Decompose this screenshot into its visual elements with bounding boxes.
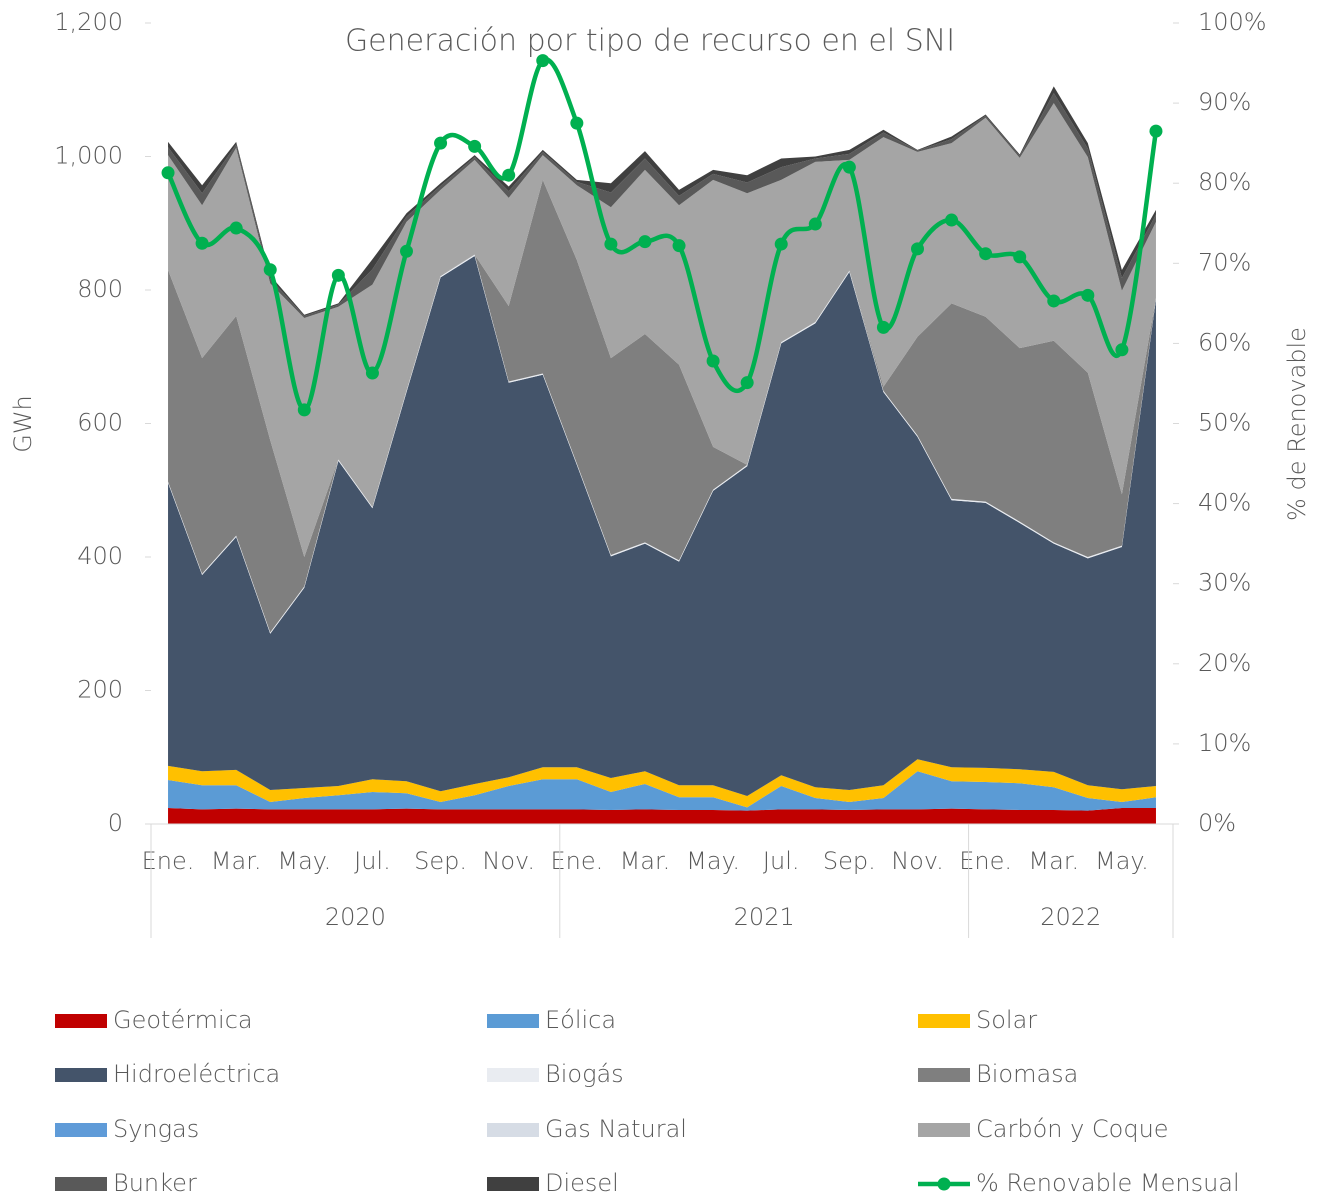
point bbox=[1081, 288, 1095, 302]
point bbox=[1013, 250, 1027, 264]
point bbox=[672, 239, 686, 253]
legend-swatch bbox=[487, 1177, 539, 1191]
y2-tick-label: 50% bbox=[1198, 409, 1251, 437]
legend-label: Biogás bbox=[545, 1060, 624, 1088]
y2-tick-label: 20% bbox=[1198, 649, 1251, 677]
y2-axis-label: % de Renovable bbox=[1283, 327, 1311, 521]
legend-label: Geotérmica bbox=[113, 1006, 253, 1034]
legend-label: Syngas bbox=[113, 1115, 199, 1143]
legend-swatch bbox=[487, 1123, 539, 1137]
area bbox=[168, 179, 1156, 633]
legend-label: Diesel bbox=[545, 1169, 619, 1197]
legend-label: Solar bbox=[976, 1006, 1037, 1034]
y-axis-label: GWh bbox=[9, 395, 37, 453]
point bbox=[979, 247, 993, 261]
x-tick-label: Sep. bbox=[823, 847, 876, 875]
point bbox=[161, 166, 175, 180]
point bbox=[808, 217, 822, 231]
x-tick-label: Mar. bbox=[620, 847, 671, 875]
y2-tick-label: 60% bbox=[1198, 328, 1251, 356]
x-group-label: 2022 bbox=[1040, 903, 1101, 931]
y2-tick-label: 10% bbox=[1198, 729, 1251, 757]
x-group-label: 2021 bbox=[734, 903, 795, 931]
legend-swatch bbox=[918, 1068, 970, 1082]
point bbox=[1149, 124, 1163, 138]
legend-label: Hidroeléctrica bbox=[113, 1060, 280, 1088]
point bbox=[1047, 294, 1061, 308]
x-tick-label: Nov. bbox=[891, 847, 944, 875]
legend-swatch bbox=[487, 1068, 539, 1082]
legend-swatch bbox=[918, 1123, 970, 1137]
legend-label: Bunker bbox=[113, 1169, 197, 1197]
y2-tick-label: 90% bbox=[1198, 88, 1251, 116]
legend-marker bbox=[937, 1177, 951, 1191]
y-tick-label: 0 bbox=[108, 809, 123, 837]
point bbox=[570, 116, 584, 130]
point bbox=[502, 168, 516, 182]
point bbox=[536, 54, 550, 68]
point bbox=[945, 213, 959, 227]
legend-swatch bbox=[918, 1014, 970, 1028]
y-tick-label: 600 bbox=[77, 409, 123, 437]
point bbox=[911, 242, 924, 256]
y2-tick-label: 30% bbox=[1198, 569, 1251, 597]
x-tick-label: Jul. bbox=[763, 847, 800, 875]
point bbox=[842, 160, 856, 174]
legend-swatch bbox=[55, 1014, 107, 1028]
point bbox=[229, 221, 243, 235]
x-tick-label: Mar. bbox=[211, 847, 262, 875]
legend-swatch bbox=[55, 1123, 107, 1137]
y2-tick-label: 80% bbox=[1198, 168, 1251, 196]
x-tick-label: Jul. bbox=[354, 847, 391, 875]
point bbox=[740, 376, 754, 390]
legend-swatch bbox=[487, 1014, 539, 1028]
legend-label: Eólica bbox=[545, 1006, 616, 1034]
legend-label: % Renovable Mensual bbox=[976, 1169, 1240, 1197]
point bbox=[400, 244, 413, 258]
x-tick-label: May. bbox=[1095, 847, 1149, 875]
y-tick-label: 400 bbox=[77, 542, 123, 570]
point bbox=[263, 263, 277, 277]
y2-tick-label: 100% bbox=[1198, 8, 1267, 36]
legend-label: Biomasa bbox=[976, 1060, 1078, 1088]
x-tick-label: Ene. bbox=[142, 847, 195, 875]
y-tick-label: 1,200 bbox=[54, 8, 123, 36]
point bbox=[638, 235, 652, 249]
point bbox=[1115, 343, 1129, 357]
y2-tick-label: 0% bbox=[1198, 809, 1236, 837]
y-tick-label: 800 bbox=[77, 275, 123, 303]
x-tick-label: May. bbox=[686, 847, 740, 875]
y2-tick-label: 70% bbox=[1198, 248, 1251, 276]
y2-tick-label: 40% bbox=[1198, 489, 1251, 517]
x-tick-label: Mar. bbox=[1028, 847, 1079, 875]
x-tick-label: Sep. bbox=[414, 847, 467, 875]
legend-label: Carbón y Coque bbox=[976, 1115, 1169, 1143]
y-tick-label: 1,000 bbox=[54, 142, 123, 170]
chart-title: Generación por tipo de recurso en el SNI bbox=[345, 24, 955, 59]
legend-swatch bbox=[55, 1068, 107, 1082]
point bbox=[297, 403, 311, 417]
area bbox=[168, 807, 1156, 824]
point bbox=[774, 237, 788, 251]
point bbox=[876, 320, 890, 334]
point bbox=[604, 237, 618, 251]
point bbox=[365, 366, 379, 380]
area bbox=[168, 759, 1156, 808]
point bbox=[434, 136, 448, 150]
area bbox=[168, 771, 1156, 811]
point bbox=[195, 236, 209, 250]
area bbox=[168, 255, 1156, 796]
legend-label: Gas Natural bbox=[545, 1115, 687, 1143]
x-tick-label: Ene. bbox=[959, 847, 1012, 875]
y-tick-label: 200 bbox=[77, 676, 123, 704]
point bbox=[468, 139, 482, 153]
x-tick-label: May. bbox=[277, 847, 331, 875]
point bbox=[706, 354, 720, 368]
legend-swatch bbox=[55, 1177, 107, 1191]
x-tick-label: Ene. bbox=[550, 847, 603, 875]
x-group-label: 2020 bbox=[325, 903, 386, 931]
point bbox=[331, 268, 345, 282]
x-tick-label: Nov. bbox=[482, 847, 535, 875]
